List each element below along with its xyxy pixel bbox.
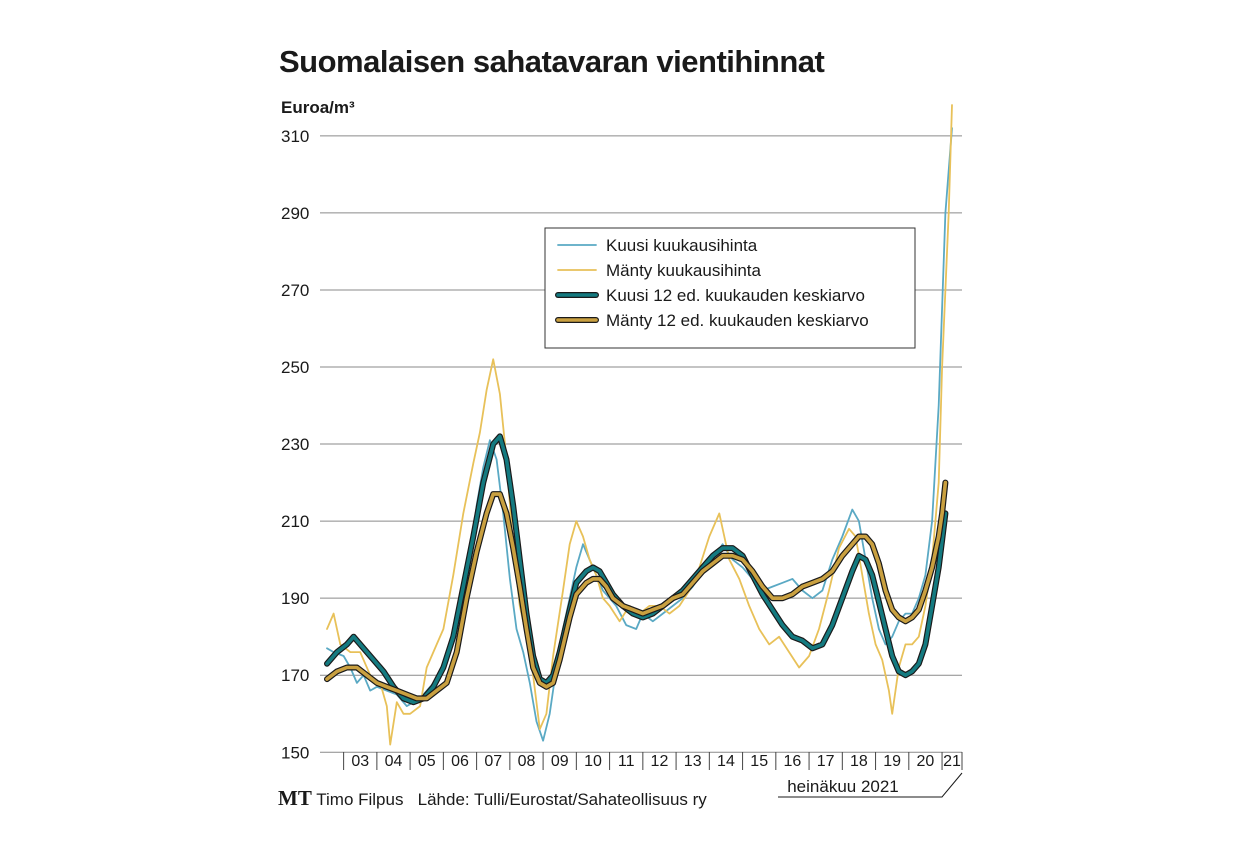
y-tick-label: 270 bbox=[281, 281, 309, 300]
x-tick-label: 03 bbox=[351, 753, 369, 770]
y-tick-label: 250 bbox=[281, 358, 309, 377]
author-credit: Timo Filpus bbox=[316, 790, 404, 809]
date-note: heinäkuu 2021 bbox=[778, 772, 963, 798]
y-tick-label: 170 bbox=[281, 666, 309, 685]
series-line bbox=[325, 480, 948, 701]
x-tick-label: 11 bbox=[618, 753, 635, 770]
series-line bbox=[326, 127, 953, 742]
legend-label: Kuusi 12 ed. kuukauden keskiarvo bbox=[606, 286, 865, 305]
x-tick-label: 09 bbox=[551, 753, 569, 770]
series-line-casing bbox=[324, 479, 949, 702]
footer: MT Timo Filpus Lähde: Tulli/Eurostat/Sah… bbox=[278, 786, 707, 811]
x-tick-label: 20 bbox=[917, 753, 935, 770]
x-tick-label: 16 bbox=[784, 753, 802, 770]
y-tick-label: 310 bbox=[281, 127, 309, 146]
x-tick-label: 08 bbox=[518, 753, 536, 770]
x-tick-label: 18 bbox=[850, 753, 868, 770]
y-axis: Euroa/m³ 150 170 190 210 230 250 270 290 310 bbox=[281, 98, 355, 762]
x-tick-label: 19 bbox=[883, 753, 901, 770]
legend-label: Mänty 12 ed. kuukauden keskiarvo bbox=[606, 311, 869, 330]
source-credit: Lähde: Tulli/Eurostat/Sahateollisuus ry bbox=[417, 790, 707, 809]
x-axis: 03 04 05 06 07 08 09 10 11 12 13 14 15 16 17 18 19 20 21 bbox=[343, 752, 963, 770]
date-note-text: heinäkuu 2021 bbox=[787, 777, 899, 796]
mt-logo: MT bbox=[278, 786, 312, 810]
x-tick-label: 04 bbox=[385, 753, 403, 770]
x-tick-label: 17 bbox=[817, 753, 835, 770]
y-tick-label: 210 bbox=[281, 512, 309, 531]
legend-box bbox=[544, 227, 916, 349]
series-line bbox=[325, 434, 948, 704]
series-line bbox=[326, 104, 953, 746]
y-axis-label: Euroa/m³ bbox=[281, 98, 355, 117]
y-tick-label: 150 bbox=[281, 743, 309, 762]
x-tick-label: 12 bbox=[651, 753, 669, 770]
legend-label: Mänty kuukausihinta bbox=[606, 261, 762, 280]
chart-title: Suomalaisen sahatavaran vientihinnat bbox=[279, 44, 825, 79]
series-lines bbox=[324, 104, 953, 746]
x-tick-label: 05 bbox=[418, 753, 436, 770]
y-tick-label: 290 bbox=[281, 204, 309, 223]
y-tick-label: 190 bbox=[281, 589, 309, 608]
date-note-bracket bbox=[778, 772, 963, 798]
x-tick-label: 06 bbox=[451, 753, 469, 770]
x-tick-label: 07 bbox=[484, 753, 502, 770]
x-tick-label: 15 bbox=[750, 753, 768, 770]
y-tick-label: 230 bbox=[281, 435, 309, 454]
x-tick-label: 14 bbox=[717, 753, 735, 770]
legend-label: Kuusi kuukausihinta bbox=[606, 236, 758, 255]
x-tick-label: 21 bbox=[943, 753, 961, 770]
x-tick-label: 10 bbox=[584, 753, 602, 770]
legend: Kuusi kuukausihinta Mänty kuukausihinta Ku… bbox=[544, 227, 916, 349]
x-tick-label: 13 bbox=[684, 753, 702, 770]
